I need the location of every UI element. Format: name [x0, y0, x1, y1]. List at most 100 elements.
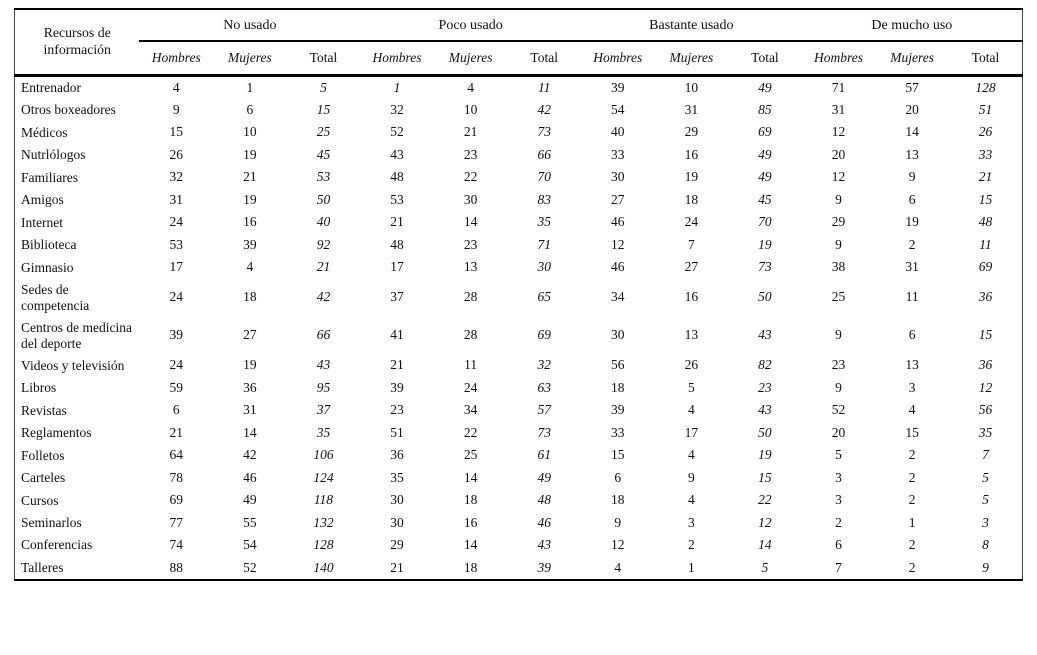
- value-cell: 15: [978, 327, 993, 343]
- value-cell: 15: [905, 424, 919, 440]
- subheader-row: Hombres Mujeres Total Hombres Mujeres To…: [15, 41, 1023, 77]
- subheader-mujeres: Mujeres: [875, 41, 949, 77]
- value-cell: 6: [908, 327, 916, 343]
- row-label: Talleres: [21, 559, 64, 575]
- value-cell: 9: [982, 559, 989, 575]
- row-label: Internet: [21, 214, 63, 230]
- value-cell: 3: [687, 514, 695, 530]
- value-cell: 52: [390, 124, 404, 140]
- value-cell: 9: [835, 379, 842, 395]
- value-cell: 15: [758, 469, 772, 485]
- value-cell: 14: [463, 537, 478, 553]
- value-cell: 95: [316, 379, 331, 395]
- value-cell: 7: [835, 559, 842, 575]
- value-cell: 27: [684, 259, 699, 275]
- value-cell: 1: [687, 559, 695, 575]
- value-cell: 4: [172, 79, 180, 95]
- value-cell: 118: [313, 492, 334, 508]
- value-cell: 15: [611, 447, 625, 463]
- value-cell: 18: [463, 559, 478, 575]
- value-cell: 52: [831, 402, 846, 418]
- table-header: Recursos de información No usado Poco us…: [14, 9, 1023, 77]
- table-row: Médicos 15 10 25 52 21 73 40 29 69 12 14 26: [15, 121, 1023, 143]
- value-cell: 39: [169, 327, 184, 343]
- value-cell: 7: [687, 236, 695, 252]
- value-cell: 38: [831, 259, 846, 275]
- table-row: Centros de medicina del deporte 39 27 66 41 2…: [15, 317, 1023, 355]
- value-cell: 71: [537, 236, 551, 252]
- value-cell: 39: [611, 402, 625, 418]
- value-cell: 74: [169, 537, 184, 553]
- value-cell: 23: [463, 146, 478, 162]
- corner-header: Recursos de información: [14, 9, 140, 77]
- value-cell: 26: [978, 124, 993, 140]
- value-cell: 11: [464, 357, 478, 373]
- value-cell: 46: [611, 259, 625, 275]
- value-cell: 1: [246, 79, 254, 95]
- value-cell: 128: [975, 79, 996, 95]
- value-cell: 22: [463, 424, 478, 440]
- value-cell: 12: [611, 537, 625, 553]
- value-cell: 49: [243, 492, 257, 508]
- value-cell: 16: [684, 289, 699, 305]
- value-cell: 10: [463, 102, 478, 118]
- value-cell: 24: [684, 214, 699, 230]
- row-label: Biblioteca: [21, 237, 77, 253]
- value-cell: 37: [316, 402, 331, 418]
- value-cell: 26: [684, 357, 699, 373]
- value-cell: 12: [758, 514, 772, 530]
- row-label: Cursos: [21, 492, 59, 508]
- table-row: Seminarlos 77 55 132 30 16 46 9 3 12 2 1 3: [15, 512, 1023, 534]
- table-row: Videos y televisión 24 19 43 21 11 32 56 26 82 23 1…: [15, 354, 1023, 376]
- value-cell: 36: [390, 447, 404, 463]
- value-cell: 24: [169, 289, 184, 305]
- value-cell: 18: [684, 191, 699, 207]
- value-cell: 8: [982, 537, 989, 553]
- value-cell: 12: [831, 169, 846, 185]
- value-cell: 26: [169, 146, 184, 162]
- value-cell: 3: [835, 469, 842, 485]
- value-cell: 106: [313, 447, 334, 463]
- value-cell: 43: [390, 146, 404, 162]
- value-cell: 42: [537, 102, 551, 118]
- value-cell: 6: [908, 191, 916, 207]
- row-label: Libros: [21, 380, 57, 396]
- group-header-no-usado: No usado: [139, 9, 361, 43]
- value-cell: 19: [758, 236, 772, 252]
- value-cell: 43: [316, 357, 331, 373]
- value-cell: 21: [463, 124, 478, 140]
- value-cell: 48: [390, 169, 404, 185]
- value-cell: 19: [684, 169, 699, 185]
- group-header-row: Recursos de información No usado Poco us…: [14, 9, 1023, 77]
- value-cell: 5: [761, 559, 769, 575]
- value-cell: 6: [835, 537, 842, 553]
- subheader-mujeres: Mujeres: [433, 41, 508, 77]
- value-cell: 128: [313, 537, 334, 553]
- value-cell: 48: [537, 492, 551, 508]
- value-cell: 32: [537, 357, 551, 373]
- value-cell: 4: [687, 447, 695, 463]
- value-cell: 2: [908, 447, 916, 463]
- value-cell: 46: [537, 514, 551, 530]
- value-cell: 124: [313, 469, 334, 485]
- value-cell: 24: [169, 214, 184, 230]
- value-cell: 18: [243, 289, 257, 305]
- value-cell: 70: [537, 169, 551, 185]
- value-cell: 19: [243, 146, 257, 162]
- value-cell: 66: [316, 327, 331, 343]
- value-cell: 30: [390, 514, 404, 530]
- subheader-hombres: Hombres: [360, 41, 434, 77]
- value-cell: 24: [169, 357, 184, 373]
- value-cell: 15: [978, 191, 993, 207]
- value-cell: 3: [835, 492, 842, 508]
- value-cell: 46: [611, 214, 625, 230]
- value-cell: 15: [169, 124, 184, 140]
- subheader-mujeres: Mujeres: [654, 41, 729, 77]
- value-cell: 39: [243, 236, 257, 252]
- value-cell: 6: [614, 469, 622, 485]
- value-cell: 92: [316, 236, 331, 252]
- value-cell: 33: [978, 146, 993, 162]
- table-row: Carteles 78 46 124 35 14 49 6 9 15 3 2 5: [15, 467, 1023, 489]
- value-cell: 22: [758, 492, 772, 508]
- row-label: Gimnasio: [21, 259, 74, 275]
